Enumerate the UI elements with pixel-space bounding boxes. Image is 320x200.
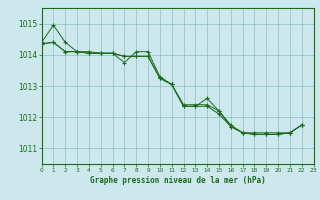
X-axis label: Graphe pression niveau de la mer (hPa): Graphe pression niveau de la mer (hPa) [90,176,266,185]
